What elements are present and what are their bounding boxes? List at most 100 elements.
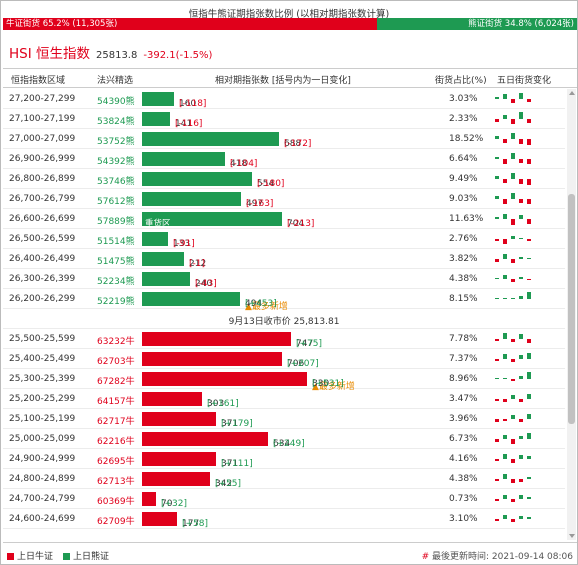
spark-bar [511,153,515,159]
table-row[interactable]: 26,500-26,599 51514熊 133 [-91] 2.76% [3,229,565,249]
contracts-bar [142,332,291,346]
row-code-link[interactable]: 53824熊 [97,117,135,127]
spark-bar [527,199,531,204]
row-code-link[interactable]: 54392熊 [97,157,135,167]
spark-bar [511,236,515,239]
spark-bar [511,519,515,522]
table-row[interactable]: 24,900-24,999 62695牛 371 [+111] 4.16% [3,449,565,469]
spark-bar [527,219,531,224]
value-number: 371 [221,459,239,469]
spark-bar [495,217,499,219]
contracts-bar [142,132,279,146]
table-row[interactable]: 26,600-26,699 57889熊 重货区 704 [-213] 11.63% [3,209,565,229]
row-code-link[interactable]: 63232牛 [97,337,135,347]
table-row[interactable]: 26,900-26,999 54392熊 418 [-104] 6.64% [3,149,565,169]
table-row[interactable]: 26,300-26,399 52234熊 240 [-43] 4.38% [3,269,565,289]
table-row[interactable]: 25,200-25,299 64157牛 303 [+161] 3.47% [3,389,565,409]
spark-bar [503,254,507,259]
row-range: 26,700-26,799 [9,194,76,204]
spark-bar [511,339,515,342]
table-row[interactable]: 27,000-27,099 53752熊 688 [-172] 18.52% [3,129,565,149]
row-code-link[interactable]: 52234熊 [97,277,135,287]
table-row[interactable]: 25,300-25,399 67282牛 ▲最多新增 830 [+531] 8.96% [3,369,565,392]
table-row[interactable]: 24,600-24,699 62709牛 177 [+58] 3.10% [3,509,565,529]
row-code-link[interactable]: 67282牛 [97,377,135,387]
table-row[interactable]: 25,500-25,599 63232牛 747 [+75] 7.78% [3,329,565,349]
spark-bar [527,414,531,419]
spark-bar [495,259,499,262]
five-day-spark [491,171,551,187]
value-change: [-43] [195,279,217,289]
row-code-link[interactable]: 62216牛 [97,437,135,447]
row-code-link[interactable]: 51475熊 [97,257,135,267]
spark-bar [503,399,507,402]
five-day-spark [491,491,551,507]
bull-ratio-segment: 牛证街货 65.2% (11,305张) [3,18,378,30]
table-row[interactable]: 25,000-25,099 62216牛 634 [+249] 6.73% [3,429,565,449]
contracts-bar: 重货区 [142,212,282,229]
spark-bar [511,395,515,399]
table-row[interactable]: 24,800-24,899 62713牛 342 [+55] 4.38% [3,469,565,489]
cbbc-table-body[interactable]: 27,200-27,299 54390熊 160 [-118] 3.03% 27,100… [3,89,565,540]
table-row[interactable]: 27,100-27,199 53824熊 141 [-116] 2.33% [3,109,565,129]
five-day-spark [491,231,551,247]
table-row[interactable]: 27,200-27,299 54390熊 160 [-118] 3.03% [3,89,565,109]
value-change: [-172] [284,139,312,149]
table-row[interactable]: 26,400-26,499 51475熊 212 [-1] 3.82% [3,249,565,269]
row-range: 25,400-25,499 [9,354,76,364]
spark-bar [519,159,523,163]
row-code-link[interactable]: 62713牛 [97,477,135,487]
row-code-link[interactable]: 60369牛 [97,497,135,507]
row-code-link[interactable]: 57612熊 [97,197,135,207]
value-change: [+207] [287,359,319,369]
scrollbar-thumb[interactable] [568,194,575,424]
spark-bar [527,433,531,439]
value-number: 554 [257,179,275,189]
row-code-link[interactable]: 62717牛 [97,417,135,427]
spark-bar [503,378,507,379]
table-header: 恒指指数区域 法兴精选 相对期指张数 [括号内为一日变化] 街货占比(%) 五日… [3,68,577,88]
value-change: [+75] [296,339,323,349]
row-pct: 8.96% [449,374,478,384]
spark-bar [511,219,515,225]
value-number: 688 [284,139,302,149]
spark-bar [519,455,523,459]
row-code-link[interactable]: 62703牛 [97,357,135,367]
spark-bar [527,339,531,343]
row-code-link[interactable]: 64157牛 [97,397,135,407]
row-pct: 3.47% [449,394,478,404]
bull-bear-ratio-bar: 牛证街货 65.2% (11,305张) 熊证街货 34.8% (6,024张) [3,18,577,30]
row-code-link[interactable]: 53746熊 [97,177,135,187]
value-number: 342 [215,479,233,489]
row-code-link[interactable]: 53752熊 [97,137,135,147]
five-day-spark [491,351,551,367]
spark-bar [503,94,507,99]
spark-bar [495,359,499,361]
value-number: 704 [287,219,305,229]
table-row[interactable]: 25,100-25,199 62717牛 371 [+179] 3.96% [3,409,565,429]
row-code-link[interactable]: 62709牛 [97,517,135,527]
row-code-link[interactable]: 52219熊 [97,297,135,307]
spark-bar [511,379,515,381]
row-range: 27,100-27,199 [9,114,76,124]
table-row[interactable]: 24,700-24,799 60369牛 70 [+32] 0.73% [3,489,565,509]
bear-square-icon [63,553,71,560]
table-row[interactable]: 26,800-26,899 53746熊 554 [-180] 9.49% [3,169,565,189]
contracts-bar [142,432,268,446]
spark-bar [511,133,515,139]
row-code-link[interactable]: 51514熊 [97,237,135,247]
row-code-link[interactable]: 54390熊 [97,97,135,107]
vertical-scrollbar[interactable] [567,89,576,540]
table-row[interactable]: 26,700-26,799 57612熊 497 [-163] 9.03% [3,189,565,209]
contracts-bar [142,492,156,506]
value-number: 303 [207,399,225,409]
index-name[interactable]: HSI 恒生指数 [9,46,90,62]
row-code-link[interactable]: 57889熊 [97,217,135,227]
header-range: 恒指指数区域 [11,76,66,86]
table-row[interactable]: 25,400-25,499 62703牛 706 [+207] 7.37% [3,349,565,369]
row-code-link[interactable]: 62695牛 [97,457,135,467]
scroll-up-icon[interactable] [568,91,575,95]
scroll-down-icon[interactable] [568,534,575,538]
table-row[interactable]: 26,200-26,299 52219熊 ▲最多新增 494 [+453] 8.15% [3,289,565,312]
header-code: 法兴精选 [97,76,134,86]
